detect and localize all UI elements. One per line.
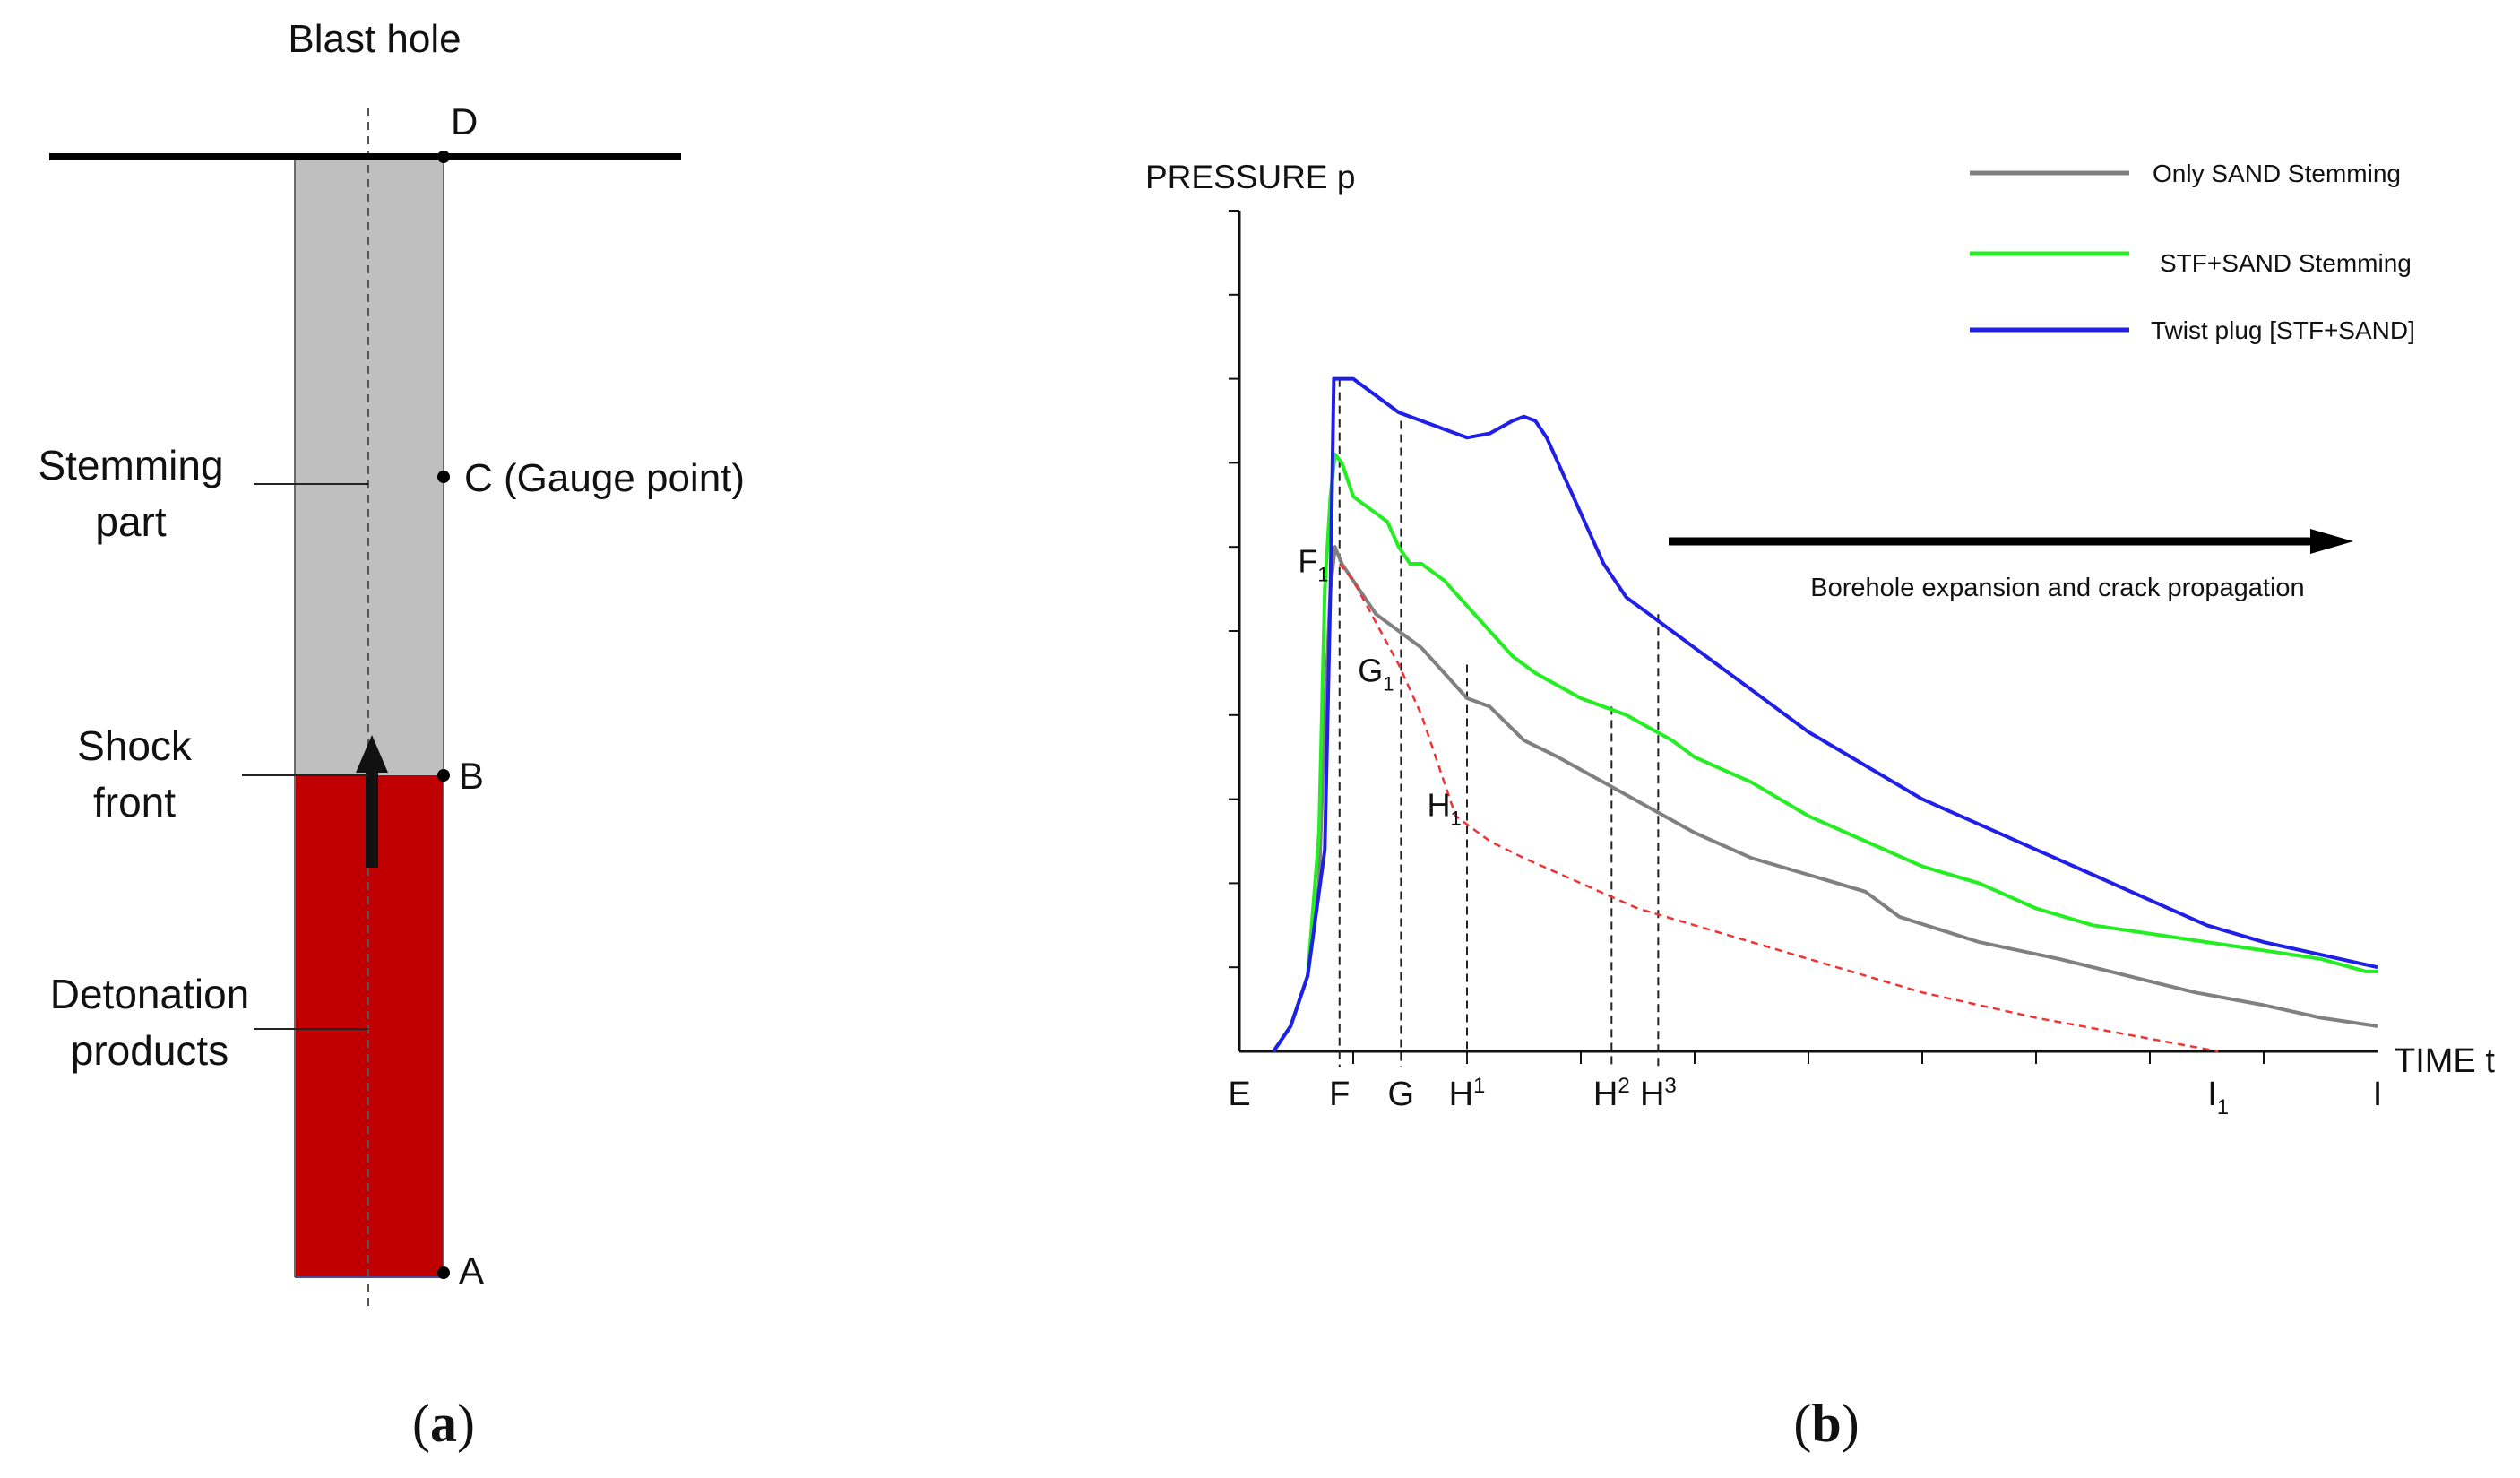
panel-a-title: Blast hole	[288, 17, 461, 61]
point-label: H1	[1427, 786, 1461, 829]
detonation-label-line2: products	[71, 1027, 229, 1074]
caption-b-letter: b	[1811, 1394, 1841, 1453]
x-tick-label: H1	[1449, 1074, 1486, 1113]
y-axis-ticks	[1229, 210, 1239, 969]
shock-front-arrow-head	[356, 735, 388, 773]
x-tick-labels: E F G H1 H2 H3 I1 I	[1228, 1074, 2382, 1119]
series-layer	[1272, 376, 2378, 1053]
caption-b-open: (	[1793, 1394, 1811, 1453]
caption-b-close: )	[1842, 1394, 1860, 1453]
x-tick-label: G	[1388, 1076, 1415, 1113]
caption-a: (a)	[412, 1394, 475, 1453]
point-b-marker	[437, 769, 450, 782]
stemming-label-line1: Stemming	[38, 442, 223, 488]
annotation-label: Borehole expansion and crack propagation	[1810, 574, 2304, 602]
drop-lines	[1338, 378, 1660, 1067]
x-tick-label: H3	[1640, 1074, 1677, 1113]
x-tick-label: E	[1228, 1076, 1250, 1113]
annotation-arrow-head	[2310, 529, 2353, 554]
legend-label-stf-sand: STF+SAND Stemming	[2160, 249, 2412, 277]
point-c-label: C (Gauge point)	[464, 456, 745, 500]
caption-a-letter: a	[430, 1394, 457, 1453]
point-b-label: B	[459, 755, 484, 797]
x-tick-label: F	[1329, 1076, 1350, 1113]
point-c-marker	[437, 471, 450, 483]
legend-label-sand: Only SAND Stemming	[2153, 160, 2401, 187]
point-a-label: A	[459, 1249, 484, 1292]
panel-b: PRESSURE p TIME t E F G H1 H2 H3 I1 I F1 G1 H1 On…	[1145, 159, 2495, 1453]
x-axis-label: TIME t	[2395, 1042, 2495, 1080]
series-line-reference-curve	[1338, 563, 2219, 1053]
panel-a: Blast hole D C (Gauge point) B A Stemmin…	[38, 17, 745, 1453]
stemming-label-line2: part	[95, 498, 166, 545]
caption-a-close: )	[457, 1394, 475, 1453]
point-labels: F1 G1 H1	[1298, 542, 1461, 829]
point-a-marker	[437, 1266, 450, 1279]
point-label: F1	[1298, 542, 1328, 585]
point-label: G1	[1358, 652, 1394, 695]
caption-b: (b)	[1793, 1394, 1859, 1453]
legend-label-twist-plug: Twist plug [STF+SAND]	[2151, 316, 2415, 344]
series-line-stf-sand-stemming	[1272, 453, 2378, 1053]
detonation-label-line1: Detonation	[50, 971, 250, 1017]
point-d-marker	[437, 151, 450, 163]
x-axis-minor-ticks	[1352, 1051, 2265, 1064]
series-line-twist-plug-stf-sand	[1272, 376, 2378, 1053]
caption-a-open: (	[412, 1394, 430, 1453]
x-tick-label: H2	[1593, 1074, 1630, 1113]
x-tick-label: I	[2373, 1076, 2383, 1113]
y-axis-label: PRESSURE p	[1145, 159, 1355, 195]
shock-label-line1: Shock	[77, 722, 193, 769]
x-tick-label: I1	[2207, 1076, 2229, 1119]
point-d-label: D	[451, 100, 478, 143]
legend: Only SAND Stemming STF+SAND Stemming Twi…	[1970, 160, 2415, 344]
shock-label-line2: front	[93, 779, 176, 825]
